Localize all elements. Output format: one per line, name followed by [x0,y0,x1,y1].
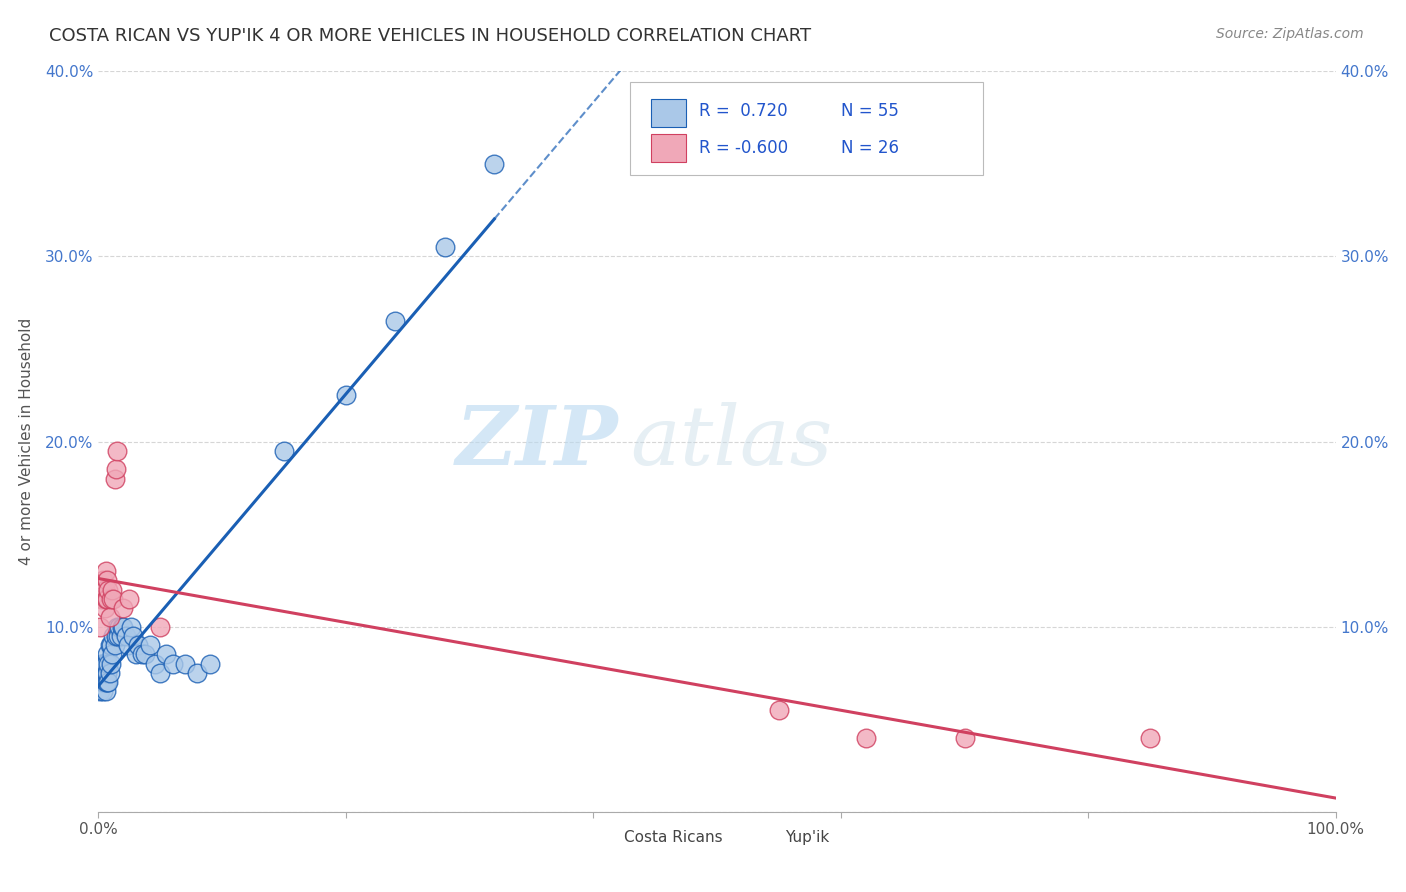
Bar [748,827,775,849]
Text: N = 55: N = 55 [841,102,898,120]
Text: R =  0.720: R = 0.720 [699,102,787,120]
Point [103,591,125,606]
Point [107,629,129,643]
Point [273,443,295,458]
Point [98,665,121,680]
Point [96,665,118,680]
Point [94,684,117,698]
Bar [651,135,686,162]
Point [100,638,122,652]
Point [186,665,208,680]
Point [114,629,136,643]
Point [120,619,142,633]
Point [101,648,124,662]
Point [155,648,177,662]
FancyBboxPatch shape [630,82,983,175]
Y-axis label: 4 or more Vehicles in Household: 4 or more Vehicles in Household [18,318,34,566]
Point [101,582,124,597]
Point [103,472,125,486]
Point [94,591,117,606]
Point [162,657,184,671]
Point [104,629,127,643]
Point [100,591,122,606]
Text: Source: ZipAtlas.com: Source: ZipAtlas.com [1216,27,1364,41]
Point [124,648,146,662]
Text: atlas: atlas [630,401,832,482]
Point [93,574,115,588]
Point [93,665,115,680]
Point [953,731,976,745]
Text: R = -0.600: R = -0.600 [699,139,787,157]
Text: Costa Ricans: Costa Ricans [624,830,723,845]
Point [103,638,125,652]
Text: Yup'ik: Yup'ik [785,830,830,845]
Point [118,591,141,606]
Point [93,657,115,671]
Bar [588,827,614,849]
Bar [651,99,686,127]
Point [96,675,118,690]
Point [98,610,121,624]
Point [91,657,114,671]
Point [94,564,117,578]
Point [1139,731,1161,745]
Point [484,157,506,171]
Point [174,657,197,671]
Point [97,657,120,671]
Point [335,388,357,402]
Point [90,657,112,671]
Point [93,675,115,690]
Text: N = 26: N = 26 [841,139,898,157]
Point [105,443,128,458]
Point [127,638,149,652]
Point [90,591,112,606]
Point [93,601,115,615]
Point [96,591,118,606]
Point [96,574,118,588]
Point [93,675,115,690]
Point [384,314,406,328]
Point [112,619,135,633]
Point [91,582,114,597]
Point [108,619,131,633]
Point [105,619,128,633]
Point [100,657,122,671]
Point [149,665,172,680]
Point [768,703,790,717]
Point [110,629,132,643]
Point [433,240,456,254]
Point [122,629,145,643]
Point [97,582,120,597]
Point [103,629,125,643]
Point [112,601,135,615]
Point [90,665,112,680]
Point [96,648,118,662]
Point [98,638,121,652]
Point [104,462,127,476]
Point [134,648,156,662]
Point [89,684,111,698]
Point [111,619,134,633]
Point [94,675,117,690]
Point [149,619,172,633]
Point [93,657,115,671]
Point [94,657,117,671]
Point [198,657,221,671]
Point [139,638,162,652]
Text: ZIP: ZIP [456,401,619,482]
Point [117,638,139,652]
Point [91,675,114,690]
Point [89,619,111,633]
Point [855,731,877,745]
Point [93,582,115,597]
Point [131,648,153,662]
Text: COSTA RICAN VS YUP'IK 4 OR MORE VEHICLES IN HOUSEHOLD CORRELATION CHART: COSTA RICAN VS YUP'IK 4 OR MORE VEHICLES… [49,27,811,45]
Point [93,591,115,606]
Point [97,675,120,690]
Point [91,665,114,680]
Point [143,657,166,671]
Point [93,684,115,698]
